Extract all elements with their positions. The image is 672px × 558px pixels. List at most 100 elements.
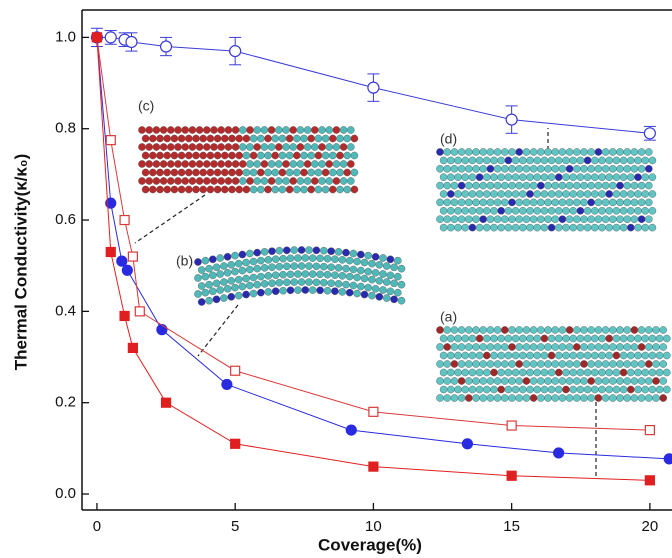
atom (475, 173, 484, 181)
atom (486, 198, 495, 207)
atom (547, 173, 556, 181)
atom (141, 151, 150, 160)
atom (544, 181, 552, 190)
atom (195, 126, 204, 134)
atom (547, 351, 556, 360)
atom (371, 252, 380, 261)
atom (580, 377, 588, 385)
atom (601, 326, 610, 334)
atom (382, 294, 391, 302)
atom (360, 258, 369, 267)
atom (529, 198, 538, 207)
point (134, 306, 145, 317)
atom (540, 334, 549, 343)
atom (249, 168, 258, 177)
atom (356, 266, 365, 275)
atom (519, 385, 527, 394)
atom (619, 190, 628, 198)
atom (274, 160, 283, 168)
atom (343, 134, 352, 143)
atom (555, 156, 563, 165)
atom (637, 215, 646, 223)
atom (356, 282, 365, 291)
atom (436, 360, 444, 368)
atom (544, 326, 552, 334)
atom (558, 326, 567, 334)
atom (623, 164, 632, 173)
atom (285, 151, 294, 160)
atom (138, 177, 146, 185)
atom (184, 168, 193, 177)
point (159, 40, 173, 53)
atom (623, 360, 632, 368)
atom (486, 326, 495, 334)
atom (397, 280, 406, 289)
atom (223, 284, 232, 293)
atom (338, 256, 347, 264)
atom (350, 134, 359, 143)
atom (641, 334, 650, 343)
atom (353, 257, 361, 266)
atom (486, 181, 495, 190)
atom (515, 198, 524, 207)
atom (490, 368, 498, 377)
atom (202, 160, 211, 168)
atom (184, 134, 193, 143)
atom (314, 168, 323, 177)
atom (174, 126, 182, 134)
atom (468, 156, 477, 165)
atom (285, 168, 294, 177)
atom (439, 173, 448, 181)
atom (619, 351, 628, 360)
atom (228, 185, 236, 194)
atom (148, 134, 157, 143)
atom (565, 198, 574, 207)
atom (141, 168, 150, 177)
atom (206, 151, 215, 160)
atom (645, 148, 653, 156)
atom (493, 148, 502, 156)
atom (350, 151, 359, 160)
atom (479, 215, 488, 223)
atom (519, 206, 527, 215)
atom (296, 160, 305, 168)
atom (234, 291, 243, 300)
atom (544, 377, 552, 385)
atom (627, 223, 635, 232)
atom (271, 287, 280, 295)
atom (468, 206, 477, 215)
atom (479, 198, 488, 207)
atom (464, 326, 473, 334)
atom (303, 126, 312, 134)
atom (318, 160, 326, 168)
atom (199, 134, 207, 143)
atom (300, 185, 308, 194)
atom (641, 156, 650, 165)
atom (264, 134, 272, 143)
atom (493, 164, 502, 173)
atom (637, 148, 646, 156)
atom (260, 177, 269, 185)
atom (511, 156, 520, 165)
atom (537, 394, 545, 402)
atom (594, 215, 603, 223)
atom (522, 181, 531, 190)
atom (443, 148, 452, 156)
atom (648, 190, 657, 198)
atom (294, 254, 302, 262)
atom (461, 351, 470, 360)
atom (301, 286, 310, 294)
atom (601, 377, 610, 385)
atom (641, 206, 650, 215)
atom (500, 326, 509, 334)
atom (645, 181, 653, 190)
atom (199, 168, 207, 177)
atom (188, 126, 197, 134)
annotation: (a) (440, 309, 457, 325)
atom (504, 334, 513, 343)
atom (587, 377, 596, 385)
atom (454, 385, 462, 394)
atom (648, 351, 657, 360)
atom (634, 173, 642, 181)
annotation: (c) (138, 98, 154, 114)
